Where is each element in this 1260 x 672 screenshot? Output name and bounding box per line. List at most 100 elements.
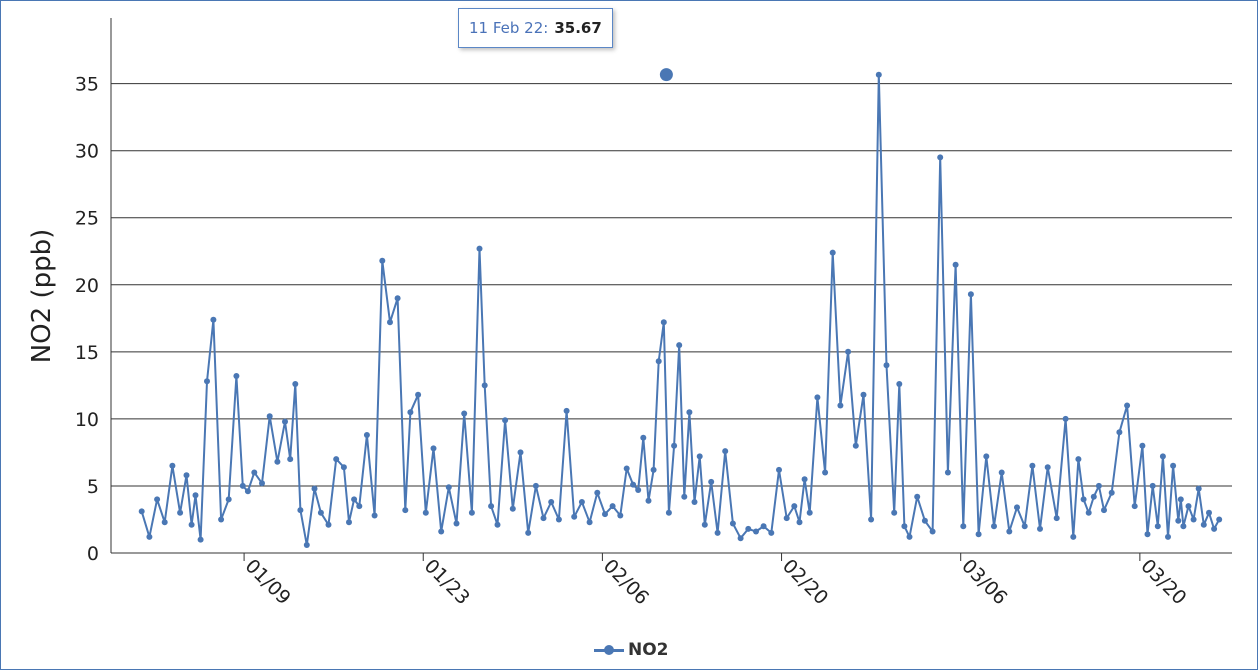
data-point[interactable]: [617, 512, 624, 519]
data-point[interactable]: [1180, 523, 1187, 530]
data-point[interactable]: [259, 480, 265, 487]
data-point[interactable]: [837, 402, 844, 409]
data-point[interactable]: [239, 482, 246, 489]
data-point[interactable]: [650, 466, 657, 473]
data-point[interactable]: [363, 432, 370, 438]
data-point[interactable]: [814, 394, 821, 401]
data-point[interactable]: [525, 529, 532, 536]
data-point[interactable]: [303, 542, 310, 548]
data-point[interactable]: [287, 456, 294, 463]
data-point[interactable]: [891, 509, 898, 516]
data-point[interactable]: [630, 481, 637, 488]
data-point[interactable]: [244, 488, 251, 495]
data-point[interactable]: [852, 442, 859, 449]
data-point[interactable]: [745, 525, 752, 532]
data-point[interactable]: [445, 484, 452, 491]
data-point[interactable]: [701, 521, 708, 528]
data-point[interactable]: [729, 520, 736, 527]
data-point[interactable]: [563, 407, 570, 414]
data-point[interactable]: [665, 509, 672, 516]
data-point[interactable]: [753, 528, 759, 535]
data-point[interactable]: [1124, 402, 1131, 409]
data-point[interactable]: [169, 462, 176, 469]
data-point[interactable]: [1044, 464, 1051, 471]
data-point[interactable]: [708, 478, 715, 485]
data-point[interactable]: [737, 535, 744, 542]
data-point[interactable]: [494, 521, 501, 528]
data-point[interactable]: [609, 503, 616, 510]
data-point[interactable]: [696, 453, 703, 460]
data-point[interactable]: [860, 391, 867, 398]
data-point[interactable]: [1080, 496, 1087, 503]
data-point[interactable]: [1190, 516, 1197, 523]
data-point[interactable]: [138, 508, 145, 515]
data-point[interactable]: [1195, 485, 1202, 492]
data-point[interactable]: [282, 418, 288, 425]
data-point[interactable]: [921, 517, 928, 524]
data-point[interactable]: [1200, 521, 1207, 528]
data-point[interactable]: [225, 496, 232, 503]
data-point[interactable]: [379, 257, 386, 264]
data-point[interactable]: [509, 505, 516, 512]
data-point[interactable]: [822, 469, 829, 476]
data-point[interactable]: [722, 448, 729, 455]
data-point[interactable]: [146, 533, 153, 540]
data-point[interactable]: [586, 519, 593, 526]
data-point[interactable]: [1085, 509, 1092, 516]
data-point[interactable]: [635, 487, 642, 493]
data-point[interactable]: [901, 523, 908, 530]
data-point[interactable]: [760, 523, 767, 530]
data-point[interactable]: [776, 466, 782, 473]
data-point[interactable]: [1144, 531, 1151, 538]
data-point[interactable]: [1070, 533, 1077, 540]
data-point[interactable]: [983, 453, 990, 460]
data-point[interactable]: [1211, 525, 1218, 532]
data-point[interactable]: [952, 261, 959, 268]
data-point[interactable]: [532, 482, 539, 489]
data-point[interactable]: [1053, 515, 1060, 522]
data-point[interactable]: [1075, 456, 1082, 463]
data-point[interactable]: [1131, 503, 1138, 510]
data-point[interactable]: [555, 516, 562, 523]
data-point[interactable]: [1090, 493, 1097, 500]
data-point[interactable]: [829, 249, 836, 256]
data-point[interactable]: [906, 533, 913, 540]
data-point[interactable]: [415, 391, 422, 398]
data-point[interactable]: [325, 521, 332, 528]
data-point[interactable]: [868, 516, 875, 523]
data-point[interactable]: [578, 499, 585, 505]
data-point[interactable]: [476, 245, 483, 252]
data-point[interactable]: [1095, 482, 1102, 489]
data-point[interactable]: [292, 381, 299, 387]
data-point[interactable]: [883, 362, 890, 369]
data-point[interactable]: [594, 489, 601, 496]
data-point[interactable]: [422, 509, 429, 516]
data-point[interactable]: [1037, 525, 1043, 532]
data-point[interactable]: [453, 520, 460, 527]
data-point[interactable]: [875, 71, 882, 78]
data-point[interactable]: [1062, 415, 1069, 422]
data-point[interactable]: [655, 358, 662, 365]
data-point[interactable]: [623, 465, 630, 472]
data-point[interactable]: [896, 381, 903, 387]
data-point[interactable]: [686, 409, 693, 416]
data-point[interactable]: [540, 515, 547, 522]
data-point[interactable]: [967, 291, 974, 298]
data-point[interactable]: [430, 445, 437, 452]
data-point[interactable]: [1159, 453, 1166, 460]
data-point[interactable]: [266, 413, 273, 420]
data-point[interactable]: [461, 410, 468, 417]
data-point[interactable]: [645, 497, 652, 504]
data-point[interactable]: [602, 511, 608, 518]
data-point[interactable]: [1101, 507, 1107, 514]
data-point[interactable]: [311, 485, 318, 492]
data-point[interactable]: [796, 519, 803, 526]
data-point[interactable]: [356, 503, 363, 510]
data-point[interactable]: [371, 512, 378, 519]
data-point[interactable]: [681, 493, 688, 500]
data-point[interactable]: [218, 516, 225, 523]
data-point[interactable]: [1108, 489, 1115, 496]
data-point[interactable]: [1021, 523, 1028, 530]
data-point[interactable]: [197, 536, 204, 543]
data-point[interactable]: [351, 496, 358, 503]
